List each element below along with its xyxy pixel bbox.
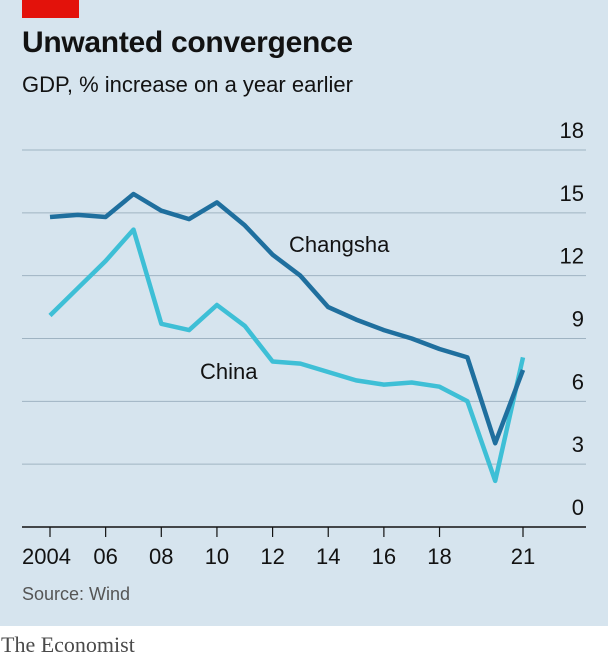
x-tick-label: 14	[316, 544, 340, 569]
line-chart: 0 3 6 9 12 15 18 2004 06 08 10 12 14 16 18 21 Changsha…	[22, 118, 586, 569]
x-tick-label: 08	[149, 544, 173, 569]
china-label: China	[200, 359, 258, 384]
y-tick-label: 15	[560, 181, 584, 206]
y-tick-label: 18	[560, 118, 584, 143]
source-note: Source: Wind	[22, 584, 131, 604]
brand-red-tag	[22, 0, 79, 18]
x-tick-label: 12	[260, 544, 284, 569]
china-line	[48, 227, 526, 484]
series-labels: Changsha China	[200, 232, 390, 384]
x-tick-label: 10	[205, 544, 229, 569]
x-tick-label: 18	[427, 544, 451, 569]
y-tick-label: 3	[572, 432, 584, 457]
chart-title: Unwanted convergence	[22, 26, 353, 59]
series-lines	[48, 191, 526, 484]
x-tick-label: 06	[93, 544, 117, 569]
chart-subtitle: GDP, % increase on a year earlier	[22, 72, 353, 97]
y-axis-ticks: 0 3 6 9 12 15 18	[560, 118, 584, 520]
changsha-line	[49, 191, 526, 446]
x-tick-label: 21	[511, 544, 535, 569]
y-tick-label: 12	[560, 244, 584, 269]
y-tick-label: 0	[572, 495, 584, 520]
x-tick-label: 16	[372, 544, 396, 569]
brand-wordmark: The Economist	[1, 632, 135, 657]
y-tick-label: 9	[572, 307, 584, 332]
chart-panel	[0, 0, 608, 626]
x-axis-ticks: 2004 06 08 10 12 14 16 18 21	[22, 527, 535, 569]
changsha-label: Changsha	[289, 232, 390, 257]
x-tick-label: 2004	[22, 544, 71, 569]
y-tick-label: 6	[572, 369, 584, 394]
gridlines	[22, 149, 586, 528]
